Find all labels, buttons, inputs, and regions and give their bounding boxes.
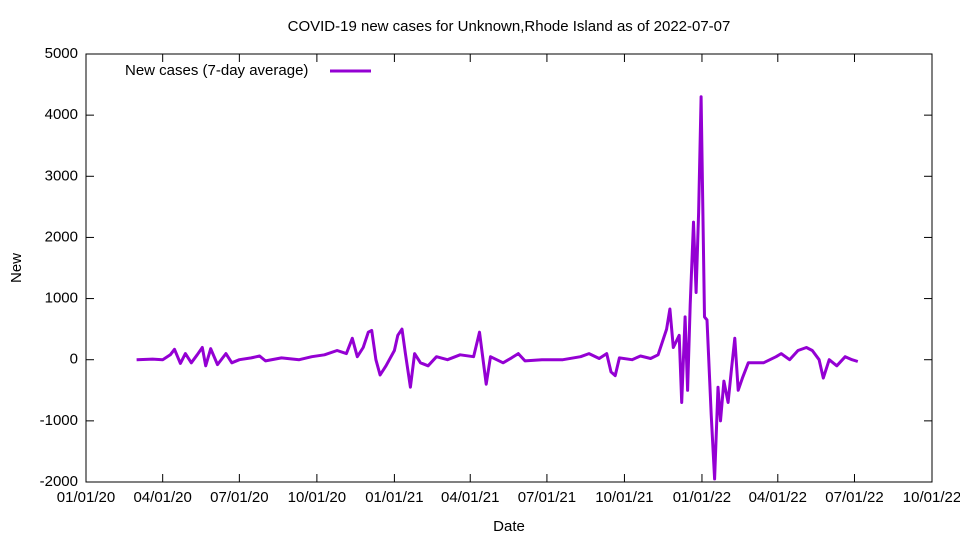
- x-tick-label: 01/01/20: [57, 489, 115, 506]
- y-tick-label: -1000: [40, 412, 78, 429]
- chart-title: COVID-19 new cases for Unknown,Rhode Isl…: [288, 18, 731, 35]
- y-tick-label: 2000: [45, 228, 78, 245]
- x-tick-label: 10/01/20: [288, 489, 346, 506]
- plot-frame: [85, 53, 933, 483]
- x-tick-label: 04/01/20: [133, 489, 191, 506]
- x-tick-label: 07/01/21: [518, 489, 576, 506]
- legend-label: New cases (7-day average): [125, 62, 308, 79]
- x-tick-label: 04/01/22: [749, 489, 807, 506]
- y-tick-label: 4000: [45, 106, 78, 123]
- x-tick-label: 01/01/21: [365, 489, 423, 506]
- y-axis-label: New: [8, 253, 25, 283]
- x-tick-label: 01/01/22: [673, 489, 731, 506]
- data-line: [136, 95, 859, 481]
- x-tick-label: 07/01/22: [825, 489, 883, 506]
- x-tick-label: 04/01/21: [441, 489, 499, 506]
- y-tick-label: -2000: [40, 473, 78, 490]
- x-tick-label: 10/01/21: [595, 489, 653, 506]
- x-tick-label: 10/01/22: [903, 489, 960, 506]
- y-tick-label: 5000: [45, 45, 78, 62]
- x-tick-label: 07/01/20: [210, 489, 268, 506]
- y-tick-label: 0: [70, 351, 78, 368]
- x-axis-label: Date: [493, 518, 525, 535]
- y-tick-label: 1000: [45, 290, 78, 307]
- y-tick-label: 3000: [45, 167, 78, 184]
